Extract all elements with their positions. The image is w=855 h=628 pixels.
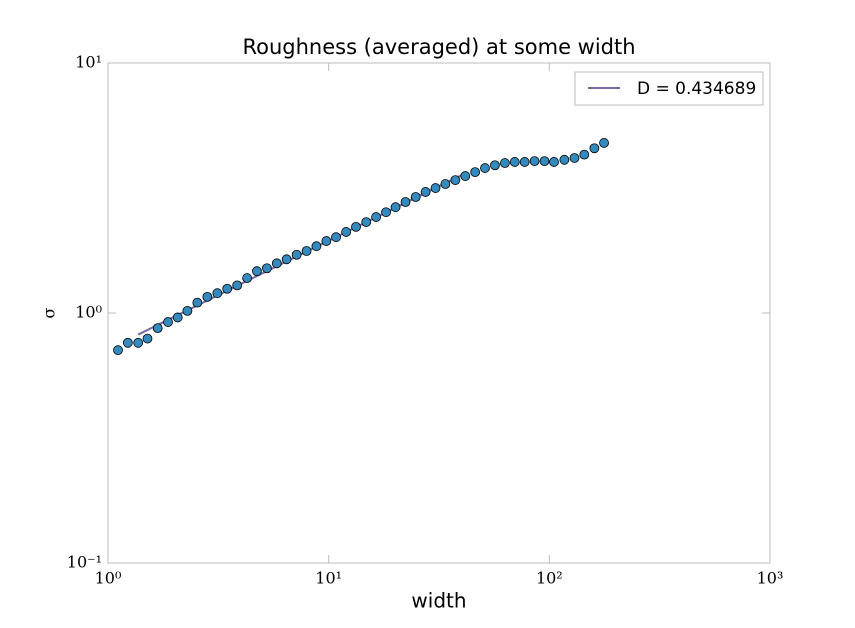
data-point (440, 179, 451, 189)
data-point (182, 305, 193, 316)
plot-frame (107, 62, 771, 564)
legend-label: D = 0.434689 (637, 79, 756, 99)
data-point (262, 263, 272, 274)
data-point (222, 283, 233, 294)
y-axis-label: σ (40, 307, 59, 318)
data-point (539, 156, 550, 167)
y-tick-label: 10⁰ (75, 303, 102, 322)
data-point (202, 291, 213, 302)
data-point (281, 254, 292, 265)
data-point (311, 241, 322, 252)
fit-line (137, 172, 466, 336)
data-point (400, 197, 411, 207)
data-point (113, 345, 123, 356)
data-point (500, 158, 510, 168)
data-point (410, 192, 421, 202)
data-point (152, 323, 163, 334)
data-point (579, 149, 590, 160)
data-point (192, 297, 203, 308)
legend-box (574, 71, 764, 106)
data-point (390, 202, 401, 213)
x-axis-label: width (411, 589, 466, 613)
data-point (430, 183, 441, 193)
data-point (133, 337, 144, 348)
x-tick-label: 10³ (757, 569, 784, 588)
data-point (450, 175, 461, 186)
y-tick-label: 10⁻¹ (67, 553, 102, 572)
data-point (142, 333, 153, 344)
data-point (301, 246, 312, 256)
data-point (232, 280, 243, 291)
data-point (371, 212, 381, 222)
data-point (172, 312, 183, 323)
data-point (361, 217, 372, 227)
data-point (509, 157, 520, 167)
x-tick-label: 10² (536, 569, 563, 588)
data-point (122, 337, 133, 348)
data-point (291, 249, 302, 260)
data-point (529, 156, 540, 167)
data-point (252, 266, 262, 277)
data-point (381, 207, 391, 218)
data-point (271, 258, 282, 269)
data-point (569, 153, 580, 163)
data-point (321, 236, 332, 246)
data-point (549, 157, 559, 167)
data-point (470, 167, 481, 178)
data-point (242, 273, 253, 283)
x-tick-label: 10⁰ (95, 569, 122, 588)
y-tick-label: 10¹ (75, 53, 102, 72)
data-point (559, 154, 570, 165)
data-point (589, 143, 600, 154)
chart-title: Roughness (averaged) at some width (242, 35, 635, 59)
data-point (341, 227, 352, 237)
data-point (460, 171, 471, 181)
data-point (490, 160, 500, 171)
data-point (331, 232, 341, 243)
data-point (212, 288, 223, 299)
data-point (420, 187, 431, 197)
data-point (163, 317, 173, 327)
data-point (351, 222, 361, 232)
x-tick-label: 10¹ (315, 569, 342, 588)
data-point (599, 138, 609, 148)
data-point (480, 163, 490, 173)
data-point (519, 157, 530, 167)
